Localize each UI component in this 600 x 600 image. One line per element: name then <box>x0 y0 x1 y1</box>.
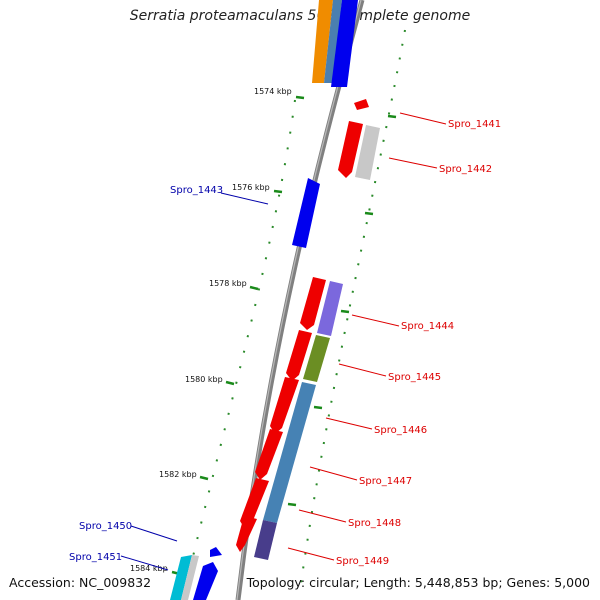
label-spro1445[interactable]: Spro_1445 <box>388 372 441 383</box>
gene-spro1451-grey <box>181 555 199 600</box>
label-spro1441[interactable]: Spro_1441 <box>448 119 501 130</box>
label-spro1447[interactable]: Spro_1447 <box>359 476 412 487</box>
gene-spro1449-indigo <box>254 520 277 560</box>
gene-cluster-top <box>312 0 358 87</box>
gene-blue-top <box>331 0 358 87</box>
map-title: Serratia proteamaculans 568, complete ge… <box>129 8 471 24</box>
label-spro1451[interactable]: Spro_1451 <box>69 552 122 563</box>
scale-label-1576: 1576 kbp <box>232 183 270 192</box>
scale-label-1584: 1584 kbp <box>130 564 168 573</box>
scale-label-1574: 1574 kbp <box>254 87 292 96</box>
leader-lines <box>120 112 447 571</box>
gene-spro1447-red <box>255 429 283 480</box>
gene-spro1442-a <box>338 121 363 178</box>
scale-label-1582: 1582 kbp <box>159 470 197 479</box>
gene-spro1445-red <box>286 330 312 381</box>
scale-label-1578: 1578 kbp <box>209 279 247 288</box>
gene-spro1443 <box>292 178 320 248</box>
label-spro1448[interactable]: Spro_1448 <box>348 518 401 529</box>
label-spro1449[interactable]: Spro_1449 <box>336 556 389 567</box>
label-spro1442[interactable]: Spro_1442 <box>439 164 492 175</box>
scale-label-1580: 1580 kbp <box>185 375 223 384</box>
gene-steelblue <box>324 0 342 83</box>
gene-spro1451-cyan <box>170 555 192 600</box>
label-spro1450[interactable]: Spro_1450 <box>79 521 132 532</box>
gene-spro1446-red <box>270 377 299 434</box>
gene-spro1444-violet <box>317 281 343 336</box>
topology-text: Topology: circular; Length: 5,448,853 bp… <box>246 575 590 590</box>
gene-spro1449-red <box>236 516 257 552</box>
gene-spro1448-red <box>240 478 269 529</box>
gene-orange <box>312 0 333 83</box>
gene-spro1446-steel <box>263 382 316 523</box>
accession-text: Accession: NC_009832 <box>9 575 152 590</box>
scale-ticks <box>171 95 397 576</box>
gene-spro1441 <box>354 99 369 110</box>
gene-spro1450 <box>210 547 222 557</box>
gene-spro1444-red <box>300 277 326 330</box>
label-spro1446[interactable]: Spro_1446 <box>374 425 427 436</box>
gene-spro1442-b <box>355 125 380 180</box>
gene-bottom-blue <box>193 562 218 600</box>
label-spro1443[interactable]: Spro_1443 <box>170 185 223 196</box>
gene-spro1445-olive <box>303 335 330 382</box>
label-spro1444[interactable]: Spro_1444 <box>401 321 454 332</box>
